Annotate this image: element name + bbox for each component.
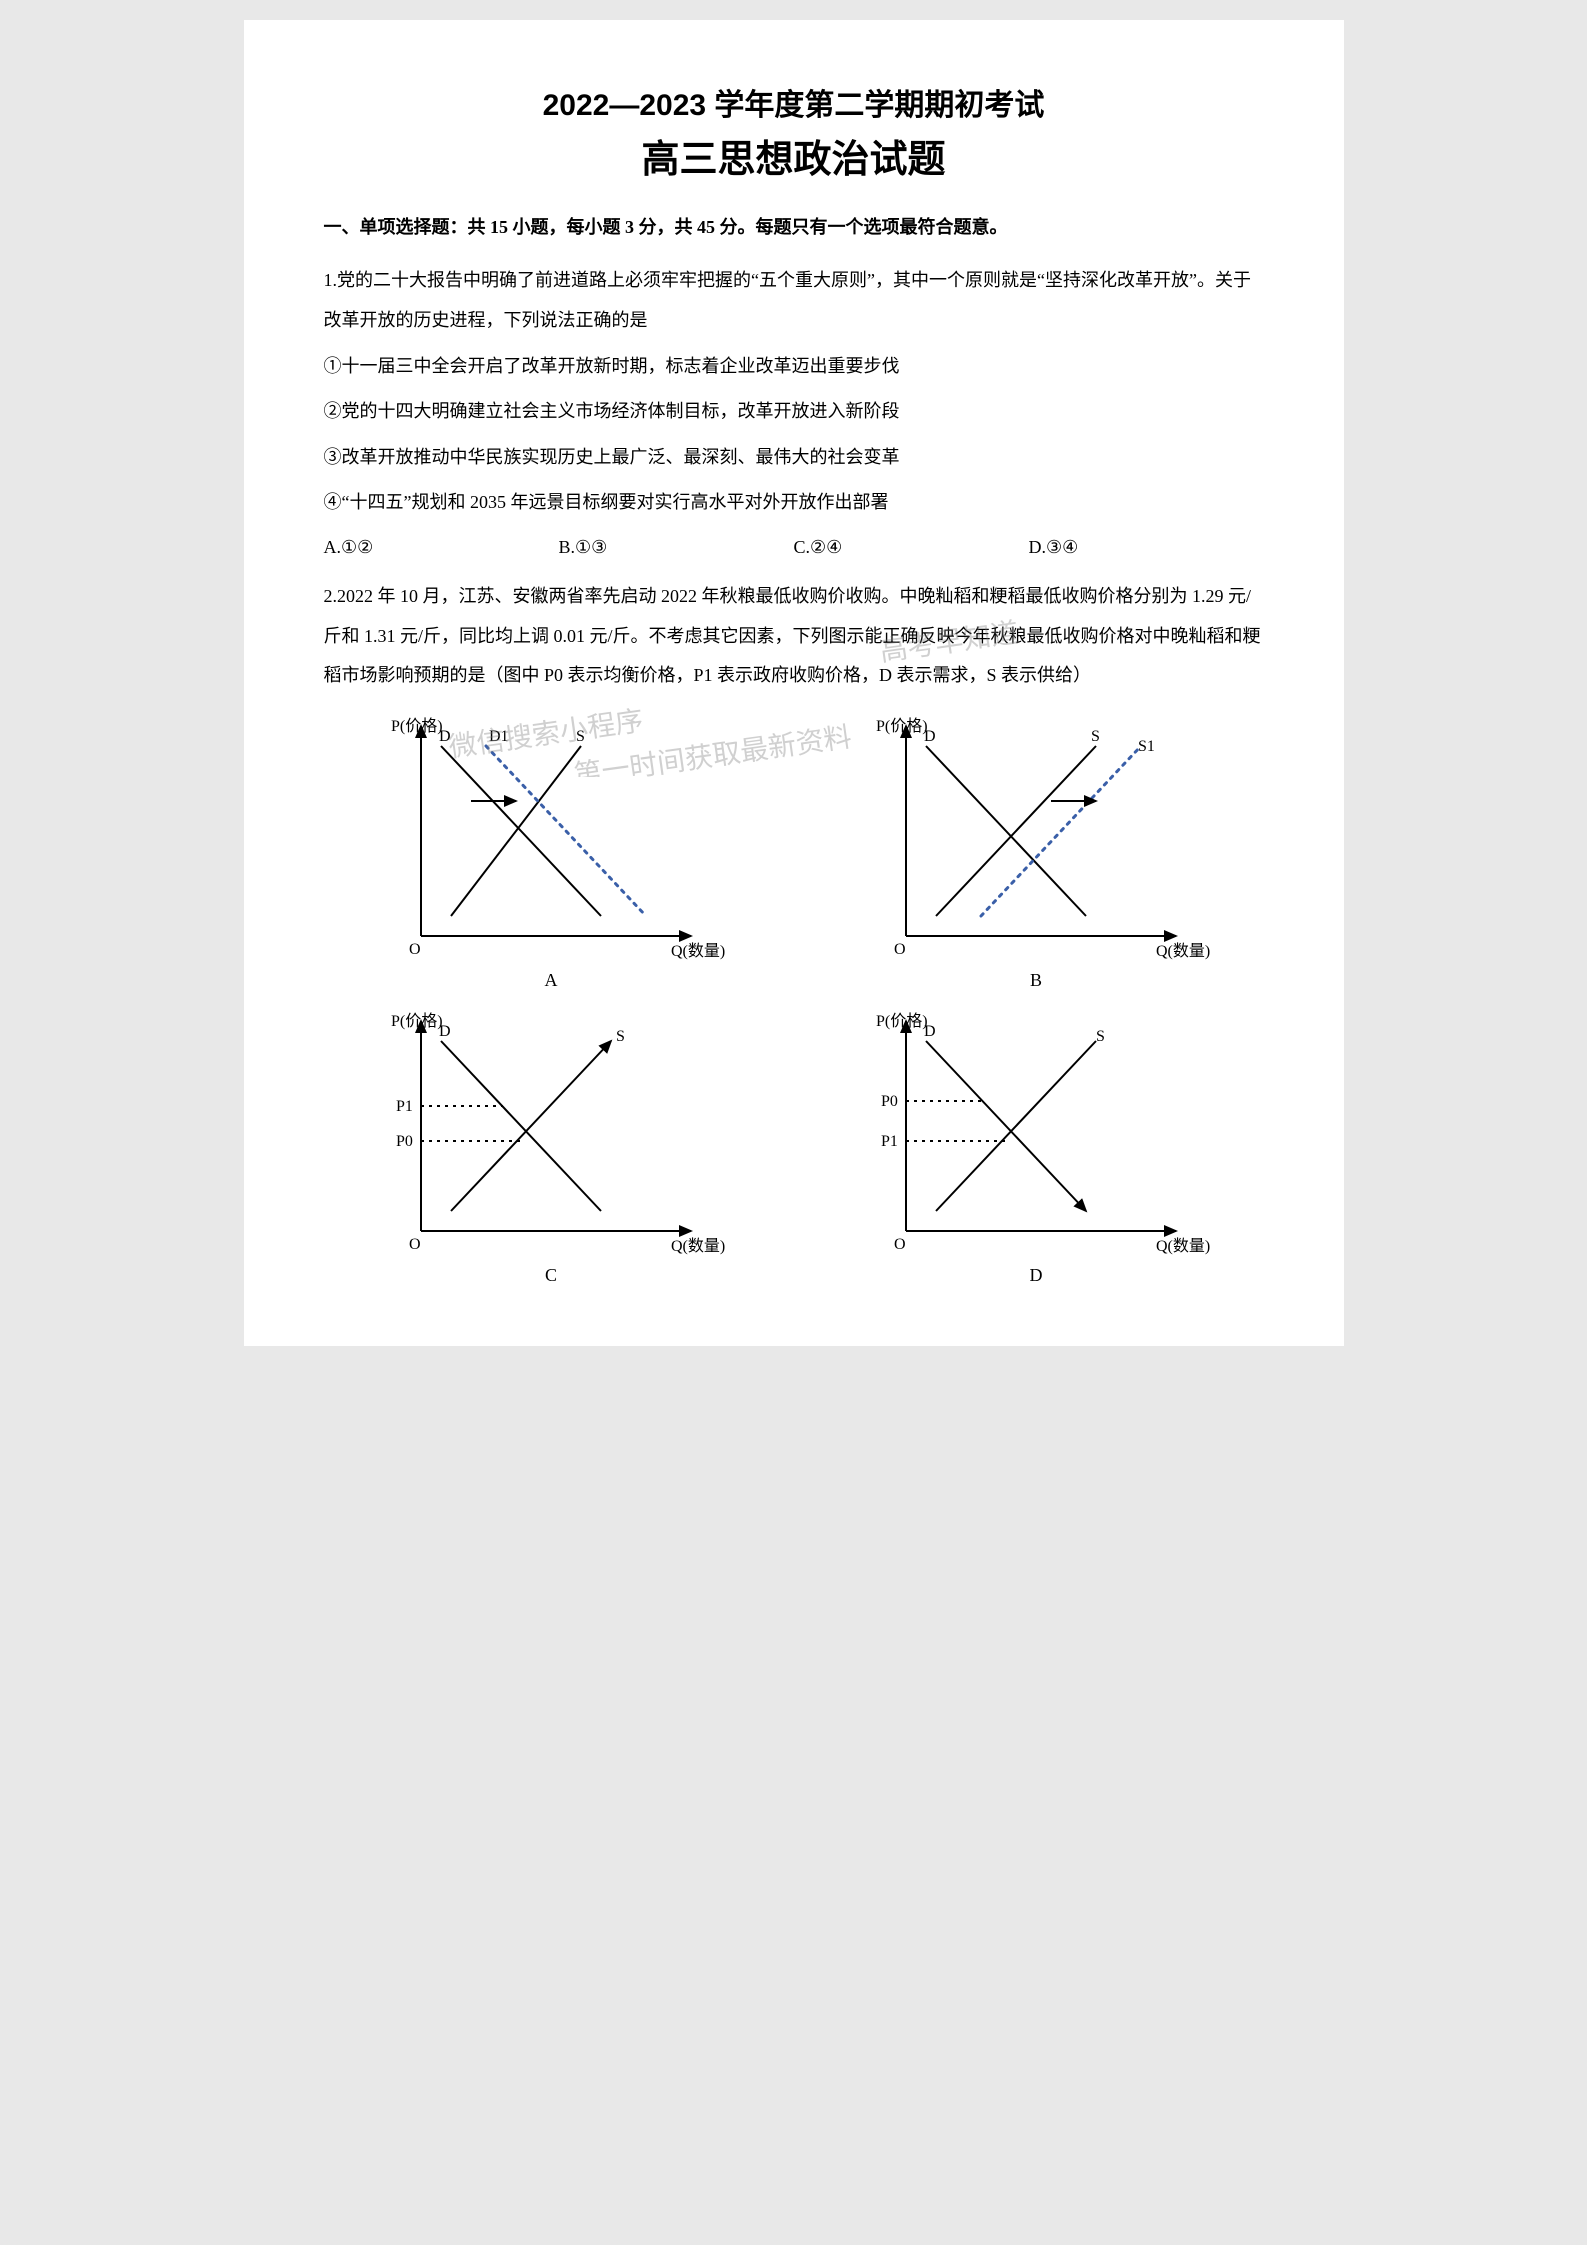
q1-optA: A.①② xyxy=(324,529,559,565)
q1-optB: B.①③ xyxy=(559,529,794,565)
q1-optC: C.②④ xyxy=(794,529,1029,565)
svg-text:P1: P1 xyxy=(881,1133,898,1150)
svg-text:S: S xyxy=(616,1028,625,1045)
svg-text:S1: S1 xyxy=(1138,738,1155,755)
chart-d: P(价格) Q(数量) O D S P0 P1 xyxy=(856,1001,1216,1261)
chart-d-cell: P(价格) Q(数量) O D S P0 P1 D xyxy=(809,1001,1264,1286)
svg-text:D: D xyxy=(439,1023,451,1040)
chart-a: P(价格) Q(数量) O D S D1 xyxy=(371,706,731,966)
chart-b-label: B xyxy=(1030,970,1042,991)
svg-text:O: O xyxy=(894,1236,906,1253)
q2-stem: 2.2022 年 10 月，江苏、安徽两省率先启动 2022 年秋粮最低收购价收… xyxy=(324,586,1261,685)
title-main: 2022—2023 学年度第二学期期初考试 xyxy=(324,80,1264,124)
chart-a-cell: P(价格) Q(数量) O D S D1 A xyxy=(324,706,779,991)
svg-text:P(价格): P(价格) xyxy=(876,1012,928,1030)
svg-text:Q(数量): Q(数量) xyxy=(671,1237,725,1255)
svg-text:P(价格): P(价格) xyxy=(391,1012,443,1030)
q1-optD: D.③④ xyxy=(1029,529,1264,565)
svg-text:P1: P1 xyxy=(396,1098,413,1115)
svg-text:Q(数量): Q(数量) xyxy=(1156,942,1210,960)
chart-c-cell: P(价格) Q(数量) O D S P1 P0 C xyxy=(324,1001,779,1286)
title-sub: 高三思想政治试题 xyxy=(324,128,1264,183)
chart-a-label: A xyxy=(545,970,558,991)
svg-text:S: S xyxy=(1091,728,1100,745)
svg-text:D: D xyxy=(924,728,936,745)
exam-page: 2022—2023 学年度第二学期期初考试 高三思想政治试题 一、单项选择题：共… xyxy=(244,20,1344,1346)
chart-c-label: C xyxy=(545,1265,557,1286)
svg-text:P(价格): P(价格) xyxy=(876,717,928,735)
chart-b-cell: P(价格) Q(数量) O D S S1 B xyxy=(809,706,1264,991)
q1-item1: ①十一届三中全会开启了改革开放新时期，标志着企业改革迈出重要步伐 xyxy=(324,347,1264,387)
charts-grid: P(价格) Q(数量) O D S D1 A xyxy=(324,706,1264,1286)
q1-stem: 1.党的二十大报告中明确了前进道路上必须牢牢把握的“五个重大原则”，其中一个原则… xyxy=(324,261,1264,340)
svg-text:D: D xyxy=(439,728,451,745)
svg-text:P(价格): P(价格) xyxy=(391,717,443,735)
svg-text:Q(数量): Q(数量) xyxy=(1156,1237,1210,1255)
svg-text:Q(数量): Q(数量) xyxy=(671,942,725,960)
svg-text:S: S xyxy=(576,728,585,745)
svg-text:O: O xyxy=(409,941,421,958)
chart-c: P(价格) Q(数量) O D S P1 P0 xyxy=(371,1001,731,1261)
q1-options: A.①② B.①③ C.②④ D.③④ xyxy=(324,529,1264,565)
q1-item3: ③改革开放推动中华民族实现历史上最广泛、最深刻、最伟大的社会变革 xyxy=(324,438,1264,478)
svg-text:D1: D1 xyxy=(489,728,509,745)
svg-text:O: O xyxy=(894,941,906,958)
chart-b: P(价格) Q(数量) O D S S1 xyxy=(856,706,1216,966)
q2-stem-wrap: 2.2022 年 10 月，江苏、安徽两省率先启动 2022 年秋粮最低收购价收… xyxy=(324,577,1264,696)
q1-item2: ②党的十四大明确建立社会主义市场经济体制目标，改革开放进入新阶段 xyxy=(324,392,1264,432)
chart-d-label: D xyxy=(1030,1265,1043,1286)
svg-text:D: D xyxy=(924,1023,936,1040)
svg-text:P0: P0 xyxy=(396,1133,413,1150)
svg-text:S: S xyxy=(1096,1028,1105,1045)
section-header: 一、单项选择题：共 15 小题，每小题 3 分，共 45 分。每题只有一个选项最… xyxy=(324,211,1264,243)
svg-text:P0: P0 xyxy=(881,1093,898,1110)
q1-item4: ④“十四五”规划和 2035 年远景目标纲要对实行高水平对外开放作出部署 xyxy=(324,483,1264,523)
svg-text:O: O xyxy=(409,1236,421,1253)
